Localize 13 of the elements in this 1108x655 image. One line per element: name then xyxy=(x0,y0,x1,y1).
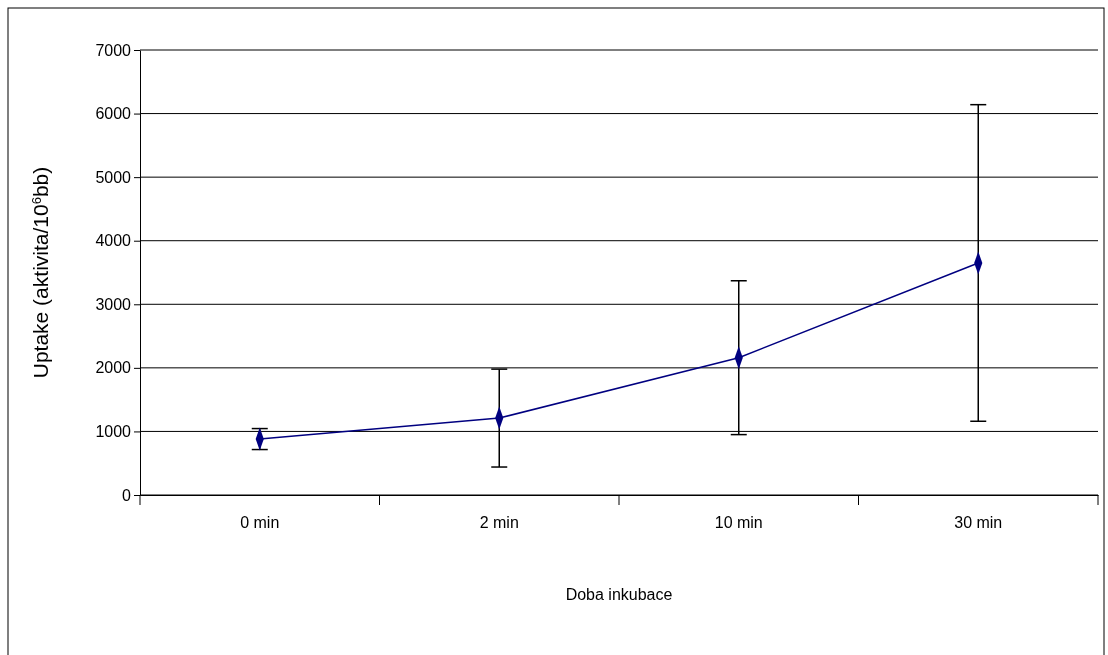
y-tick-label: 0 xyxy=(122,486,132,504)
y-tick-label: 6000 xyxy=(95,105,132,123)
y-tick-label: 3000 xyxy=(95,295,132,313)
x-tick-label: 10 min xyxy=(714,514,763,532)
y-tick-label: 4000 xyxy=(95,232,132,250)
x-tick-label: 2 min xyxy=(479,514,519,532)
y-tick-label: 1000 xyxy=(95,423,132,441)
y-tick-label: 5000 xyxy=(95,168,132,186)
y-tick-label: 2000 xyxy=(95,359,132,377)
x-axis-title: Doba inkubace xyxy=(565,586,673,603)
y-tick-label: 7000 xyxy=(95,41,132,59)
x-tick-label: 30 min xyxy=(954,514,1003,532)
x-tick-label: 0 min xyxy=(240,514,280,532)
